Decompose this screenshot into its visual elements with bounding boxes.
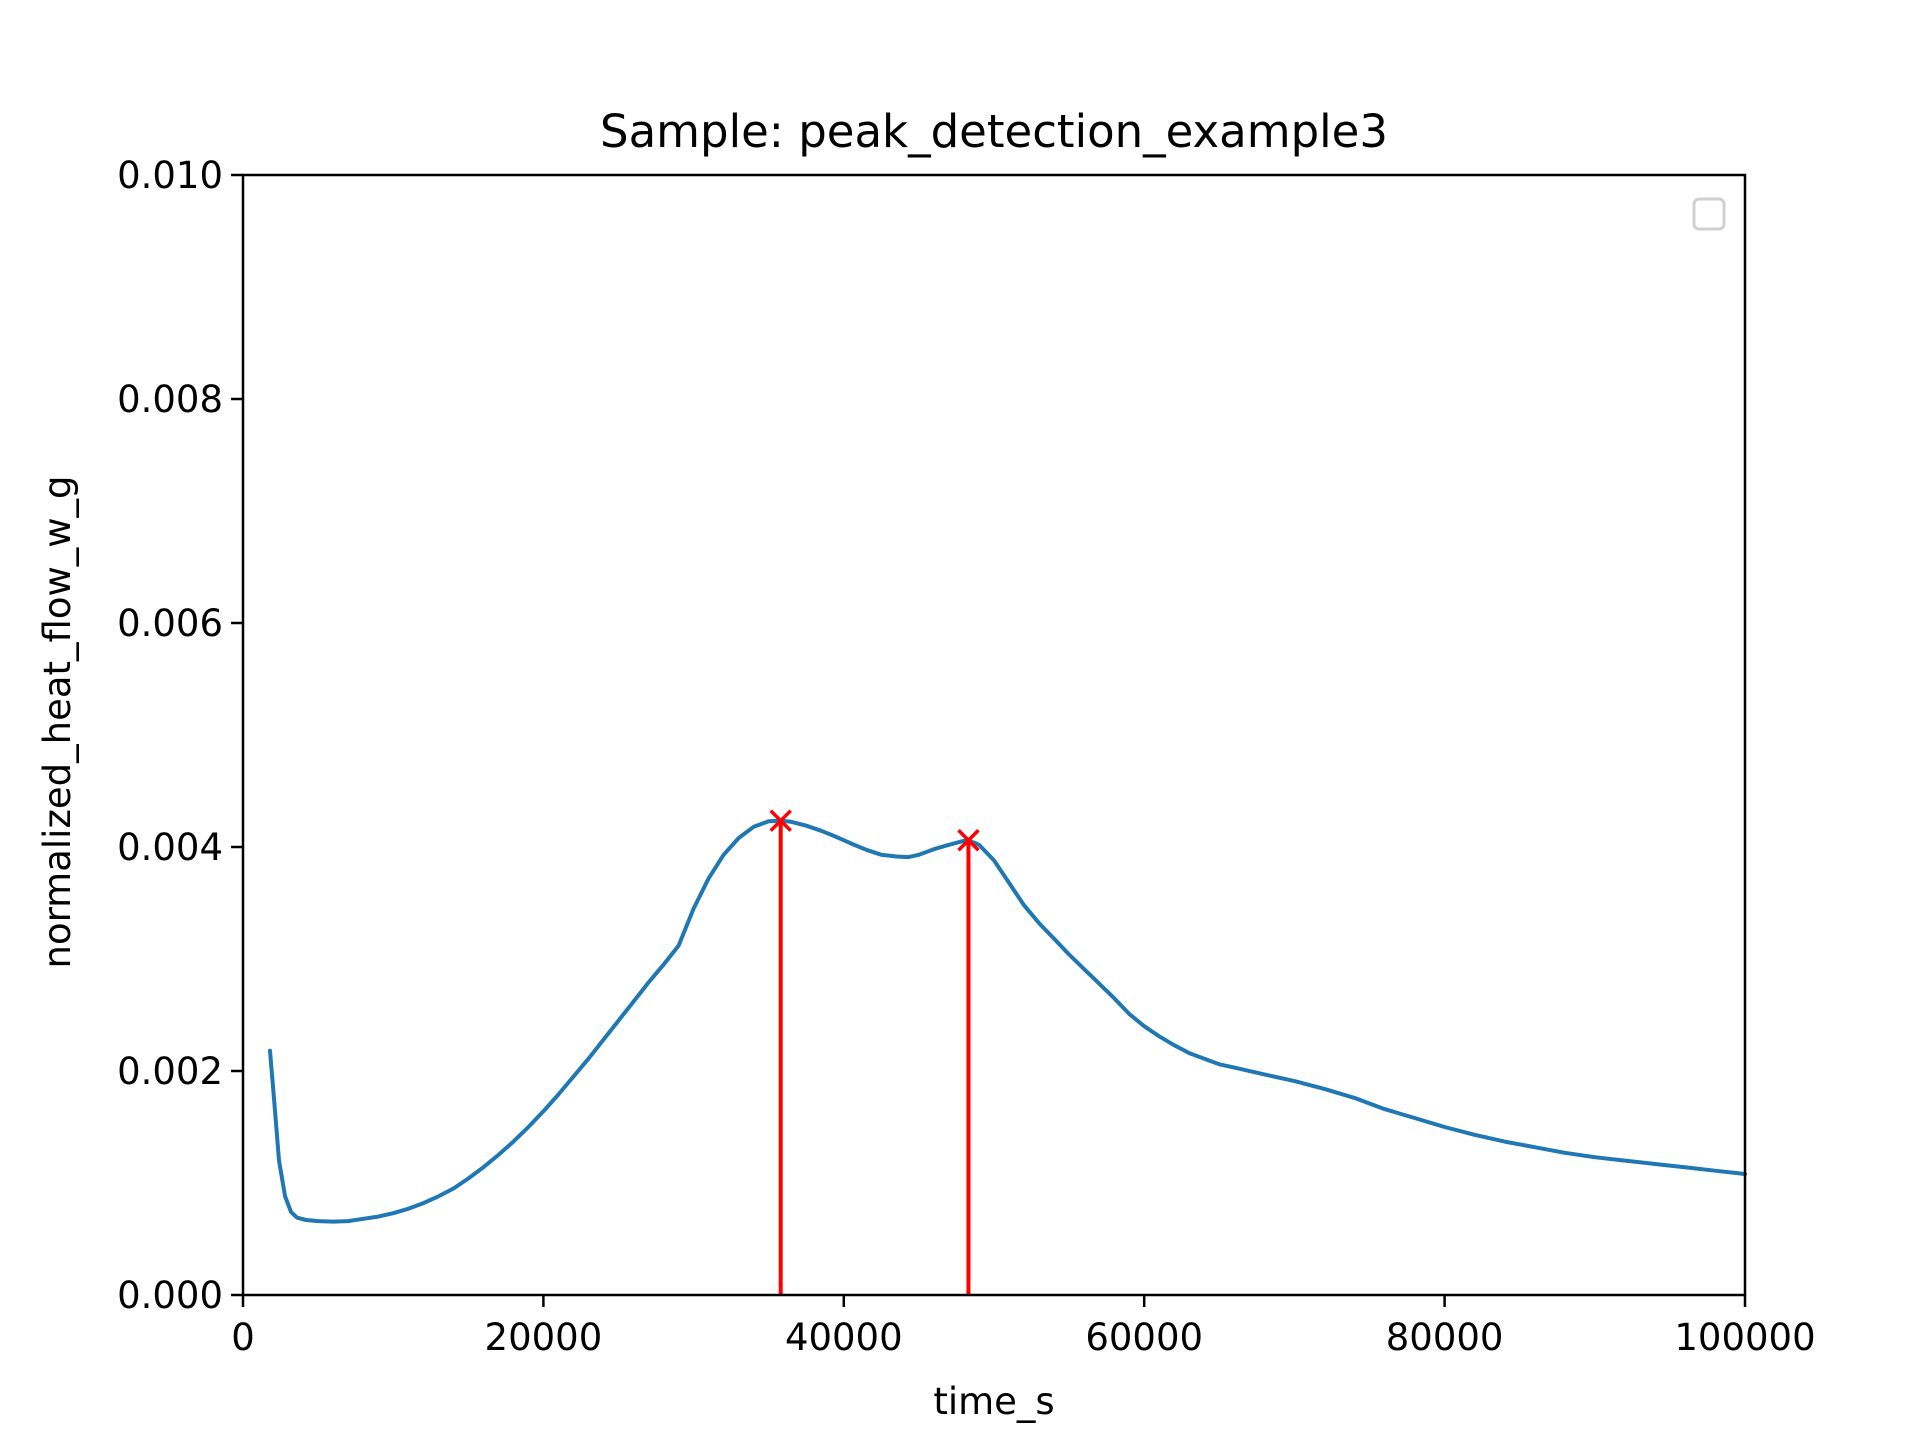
y-tick-label: 0.004 xyxy=(117,826,223,869)
peak-marker xyxy=(957,829,980,852)
series-line xyxy=(268,818,1747,1224)
y-axis-label: normalized_heat_flow_w_g xyxy=(36,476,79,969)
x-axis-label: time_s xyxy=(933,1380,1054,1423)
peak-marker xyxy=(769,809,792,832)
x-tick-label: 100000 xyxy=(1674,1316,1815,1359)
y-tick-label: 0.006 xyxy=(117,602,223,645)
chart-title: Sample: peak_detection_example3 xyxy=(600,105,1388,158)
legend xyxy=(1692,197,1726,231)
x-tick-label: 40000 xyxy=(785,1316,903,1359)
y-tick-label: 0.000 xyxy=(117,1274,223,1317)
axes-frame xyxy=(241,173,1747,1297)
y-axis: 0.000 0.002 0.004 0.006 0.008 0.010 xyxy=(117,154,243,1317)
x-tick-label: 80000 xyxy=(1386,1316,1504,1359)
y-tick-label: 0.002 xyxy=(117,1050,223,1093)
x-tick-label: 0 xyxy=(231,1316,255,1359)
x-axis: 0 20000 40000 60000 80000 100000 xyxy=(231,1295,1816,1359)
y-tick-label: 0.008 xyxy=(117,378,223,421)
plot-area xyxy=(268,809,1747,1295)
x-tick-label: 60000 xyxy=(1085,1316,1203,1359)
x-tick-label: 20000 xyxy=(485,1316,603,1359)
y-tick-label: 0.010 xyxy=(117,154,223,197)
